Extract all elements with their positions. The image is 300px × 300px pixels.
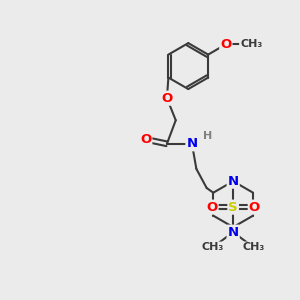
Text: N: N bbox=[228, 226, 239, 238]
Text: N: N bbox=[186, 137, 197, 150]
Text: H: H bbox=[202, 130, 212, 141]
Text: O: O bbox=[140, 133, 151, 146]
Text: O: O bbox=[249, 201, 260, 214]
Text: CH₃: CH₃ bbox=[243, 242, 265, 253]
Text: O: O bbox=[220, 38, 232, 51]
Text: O: O bbox=[206, 201, 218, 214]
Text: CH₃: CH₃ bbox=[240, 39, 262, 49]
Text: N: N bbox=[228, 175, 239, 188]
Text: CH₃: CH₃ bbox=[201, 242, 224, 253]
Text: S: S bbox=[228, 201, 238, 214]
Text: O: O bbox=[161, 92, 172, 105]
